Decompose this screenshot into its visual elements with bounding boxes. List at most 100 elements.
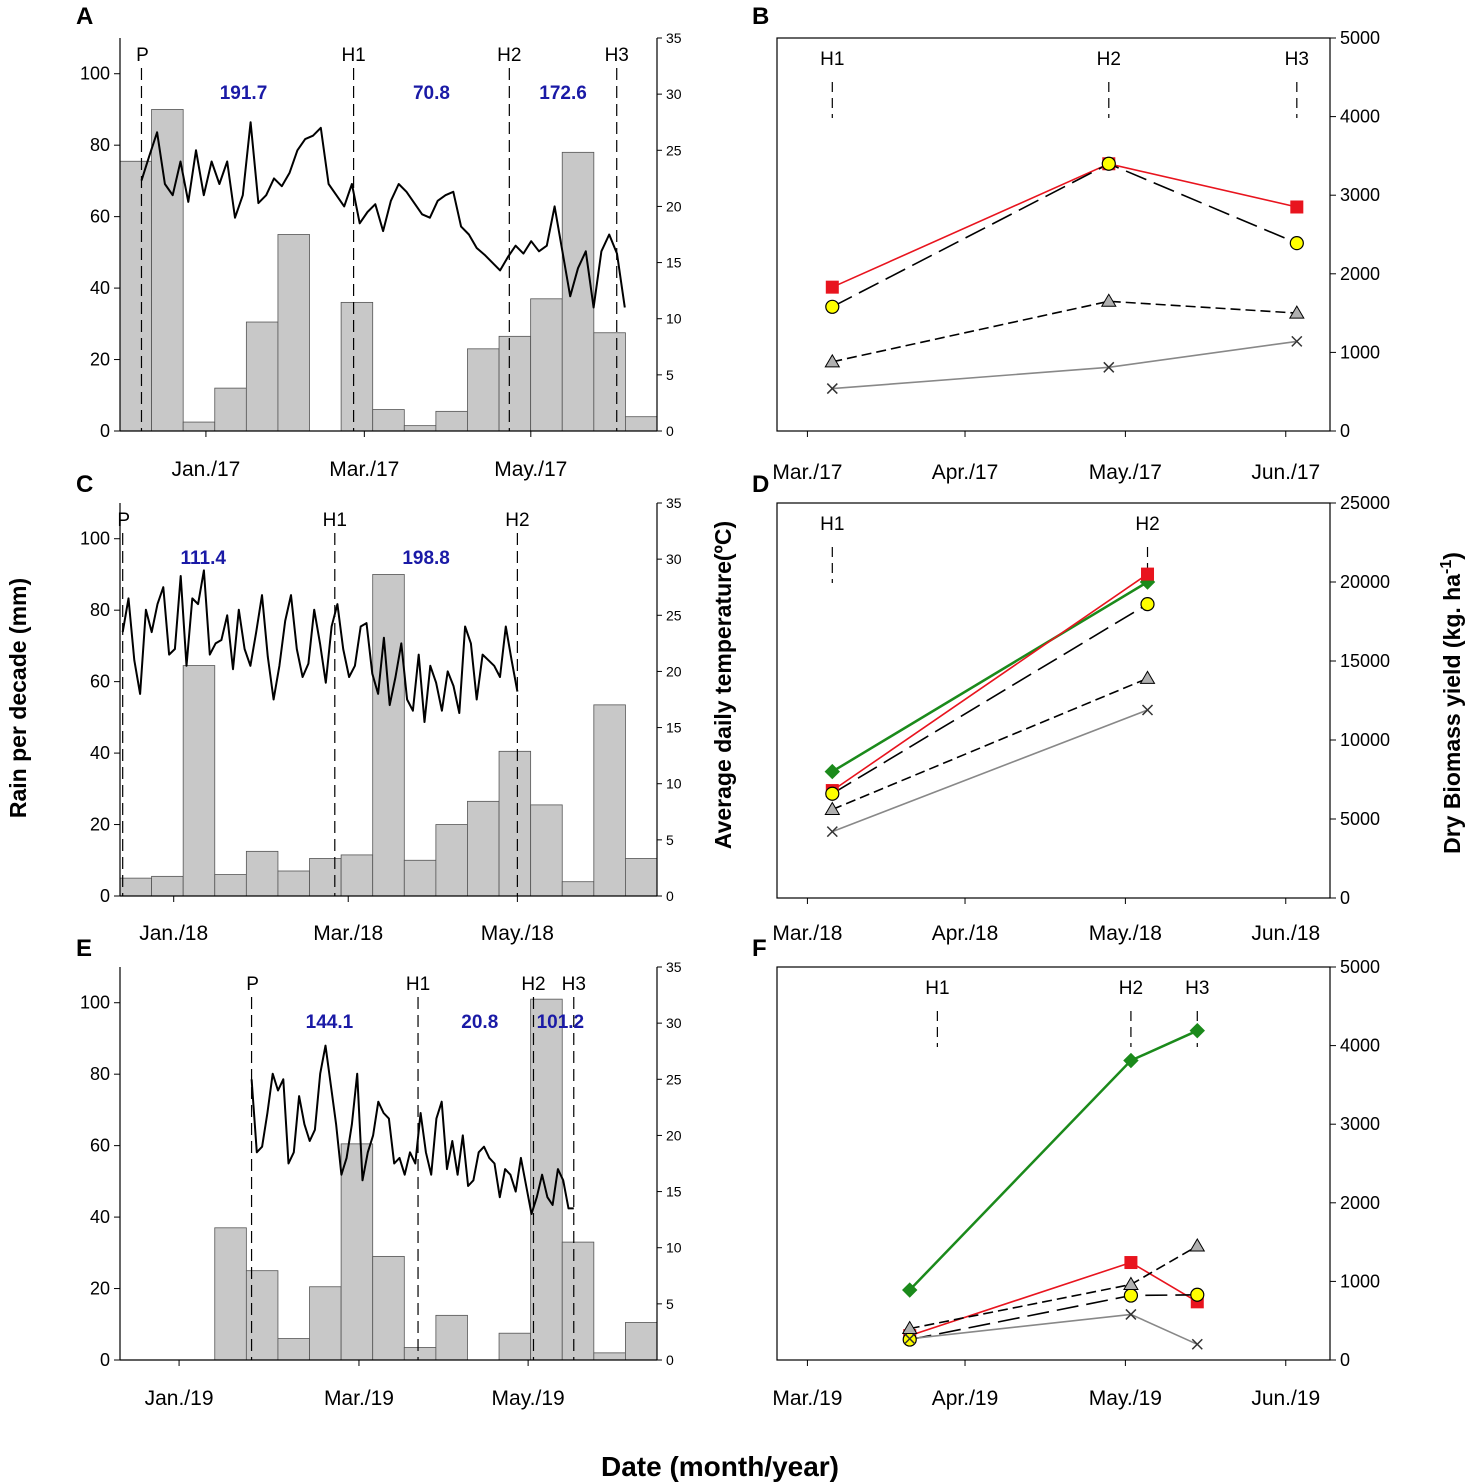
series-point-triangle [1139, 670, 1156, 684]
series-point-cross [1291, 335, 1303, 347]
series-point-diamond [1123, 1052, 1139, 1069]
month-label: Jan./19 [145, 1387, 214, 1410]
month-label: May./19 [1089, 1387, 1162, 1410]
rain-bar [435, 410, 468, 432]
rain-bar [214, 1227, 247, 1361]
rain-bar [593, 1352, 626, 1361]
temp-tick-label: 20 [666, 1127, 682, 1143]
series-point-circle [825, 786, 840, 801]
rain-bar [435, 824, 468, 897]
rain-bar [372, 574, 405, 897]
event-label: H2 [497, 45, 521, 66]
rain-tick-label: 40 [90, 278, 110, 298]
series-point-triangle [1189, 1238, 1206, 1252]
harvest-label: H1 [925, 978, 949, 999]
event-label: H3 [562, 974, 586, 995]
series-point-square [1290, 200, 1304, 214]
rain-tick-label: 80 [90, 135, 110, 155]
rain-bar [403, 859, 437, 897]
harvest-label: H1 [820, 514, 844, 535]
temp-tick-label: 5 [666, 367, 674, 383]
rain-tick-label: 20 [90, 1279, 110, 1299]
temperature-line [140, 121, 626, 309]
temp-tick-label: 5 [666, 832, 674, 848]
panel-c: 0 20 40 60 80 100 0 5 10 15 20 25 30 35 Jan./18 Mar./18… [80, 495, 682, 945]
yield-tick-label: 10000 [1340, 730, 1390, 750]
series-point-triangle [1288, 305, 1305, 319]
rain-sum-label: 198.8 [402, 548, 450, 569]
rain-tick-label: 100 [80, 64, 110, 84]
plot-frame [776, 502, 1331, 899]
rain-bar [119, 877, 152, 897]
rain-bar [403, 425, 437, 432]
rain-tick-label: 80 [90, 1064, 110, 1084]
rain-sum-label: 111.4 [181, 548, 227, 569]
series-line [831, 603, 1148, 795]
month-label: May./17 [494, 458, 567, 481]
panel-e: 0 20 40 60 80 100 0 5 10 15 20 25 30 35 Jan./19 Mar./19… [80, 959, 682, 1410]
yield-tick-label: 20000 [1340, 572, 1390, 592]
event-label: H2 [521, 974, 545, 995]
rain-tick-label: 20 [90, 815, 110, 835]
series-point-diamond [824, 763, 841, 780]
rain-bar [340, 1143, 374, 1361]
series-line [831, 580, 1149, 773]
yield-tick-label: 1000 [1340, 1271, 1380, 1291]
temp-tick-label: 30 [666, 1015, 682, 1031]
temp-tick-label: 20 [666, 663, 682, 679]
yield-tick-label: 1000 [1340, 342, 1380, 362]
month-label: May./19 [492, 1387, 565, 1410]
yield-tick-label: 0 [1340, 888, 1350, 908]
series-point-square [825, 280, 839, 294]
temp-tick-label: 0 [666, 423, 674, 439]
temp-tick-label: 35 [666, 959, 682, 975]
rain-tick-label: 60 [90, 207, 110, 227]
rain-bar [593, 332, 626, 432]
event-label: H2 [505, 510, 529, 531]
harvest-label: H2 [1119, 978, 1143, 999]
rain-bar [340, 854, 374, 897]
series-point-cross [826, 826, 838, 838]
rain-tick-label: 100 [80, 529, 110, 549]
rain-tick-label: 0 [100, 886, 110, 906]
rain-bar [435, 1314, 468, 1361]
series-line [831, 677, 1148, 811]
rain-bar [309, 858, 342, 897]
rain-sum-label: 20.8 [461, 1012, 498, 1033]
month-label: May./18 [481, 922, 554, 945]
series-line [832, 300, 1297, 363]
series-point-triangle [901, 1320, 918, 1335]
rain-bar [498, 750, 532, 897]
series-point-circle [1190, 1287, 1205, 1302]
series-point-cross [1141, 704, 1154, 716]
series-point-diamond [902, 1282, 918, 1298]
rain-bar [277, 870, 310, 897]
month-label: May./17 [1089, 461, 1162, 484]
panel-d: 0 5000 10000 15000 20000 25000 Mar./18 Apr./18 M… [772, 493, 1390, 945]
series-point-triangle [824, 801, 841, 816]
biomass-axis-title: Dry Biomass yield (kg. ha-1) [1438, 552, 1465, 854]
panel-f: 0 1000 2000 3000 4000 5000 Mar./19 Apr./19 May./… [772, 957, 1380, 1410]
temperature-line [250, 1044, 574, 1215]
rain-bar [625, 416, 658, 432]
panel-label-a: A [76, 3, 93, 30]
rain-bar [277, 234, 310, 432]
biomass-axis-title-sup: -1 [1438, 560, 1455, 574]
rain-sum-label: 70.8 [413, 83, 450, 104]
temp-tick-label: 30 [666, 551, 682, 567]
panel-a: 0 20 40 60 80 100 0 5 10 15 20 25 30 35 Jan./17 Mar./17… [80, 30, 682, 481]
month-label: Jan./18 [139, 922, 208, 945]
plot-frame [776, 37, 1331, 432]
series-point-square [1124, 1256, 1138, 1270]
rain-tick-label: 0 [100, 1350, 110, 1370]
harvest-label: H3 [1285, 49, 1309, 70]
rain-tick-label: 80 [90, 600, 110, 620]
rain-bar [530, 998, 563, 1361]
panel-label-b: B [752, 3, 769, 30]
month-label: Mar./17 [772, 461, 842, 484]
rain-bar [530, 298, 563, 432]
month-label: Mar./19 [324, 1387, 394, 1410]
yield-tick-label: 2000 [1340, 1193, 1380, 1213]
rain-bar [372, 409, 405, 432]
